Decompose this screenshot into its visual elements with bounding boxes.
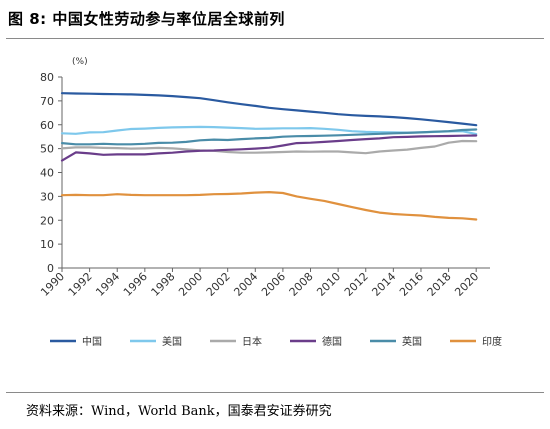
x-tick-label: 1992 (66, 270, 95, 299)
y-tick-label: 10 (40, 238, 54, 251)
x-tick-label: 2000 (176, 270, 205, 299)
y-tick-label: 80 (40, 71, 54, 84)
chart-axes: 0102030405060708019901992199419961998200… (38, 71, 490, 299)
legend-label: 美国 (162, 335, 182, 348)
source-note: 资料来源：Wind，World Bank，国泰君安证券研究 (26, 404, 332, 419)
x-tick-label: 2012 (342, 270, 371, 299)
x-tick-label: 2004 (231, 270, 260, 299)
series-line (60, 139, 478, 155)
x-tick-label: 2018 (425, 270, 454, 299)
series-line (60, 128, 478, 146)
x-tick-label: 2008 (287, 270, 316, 299)
series-line (60, 134, 478, 162)
x-tick-label: 2002 (204, 270, 233, 299)
chart-series (60, 92, 478, 221)
y-tick-label: 30 (40, 190, 54, 203)
legend-label: 德国 (322, 335, 342, 348)
x-tick-label: 1998 (149, 270, 178, 299)
y-tick-label: 60 (40, 119, 54, 132)
y-unit-label: (%) (72, 57, 88, 67)
x-tick-label: 2006 (259, 270, 288, 299)
series-line (60, 191, 478, 221)
x-tick-label: 2014 (369, 270, 398, 299)
y-tick-label: 50 (40, 143, 54, 156)
y-tick-label: 70 (40, 95, 54, 108)
legend-label: 英国 (402, 335, 422, 348)
x-tick-label: 2010 (314, 270, 343, 299)
x-tick-label: 1996 (121, 270, 150, 299)
x-tick-label: 1994 (93, 270, 122, 299)
series-line (60, 92, 478, 127)
line-chart: (%) 0 10 20 30 40 50 60 70 80 1990199219941996199… (38, 57, 502, 348)
x-tick-label: 2016 (397, 270, 426, 299)
legend-label: 中国 (82, 335, 102, 348)
y-tick-label: 0 (47, 262, 54, 275)
x-tick-label: 2020 (452, 270, 481, 299)
chart-legend: 中国 美国 日本 德国 英国 印度 (50, 335, 502, 348)
bottom-divider (6, 392, 544, 393)
legend-label: 印度 (482, 335, 502, 348)
y-tick-label: 40 (40, 167, 54, 180)
legend-label: 日本 (242, 335, 262, 348)
y-tick-label: 20 (40, 214, 54, 227)
top-divider (6, 38, 544, 39)
figure-title: 图 8: 中国女性劳动参与率位居全球前列 (8, 10, 285, 28)
x-tick-label: 1990 (38, 270, 67, 299)
